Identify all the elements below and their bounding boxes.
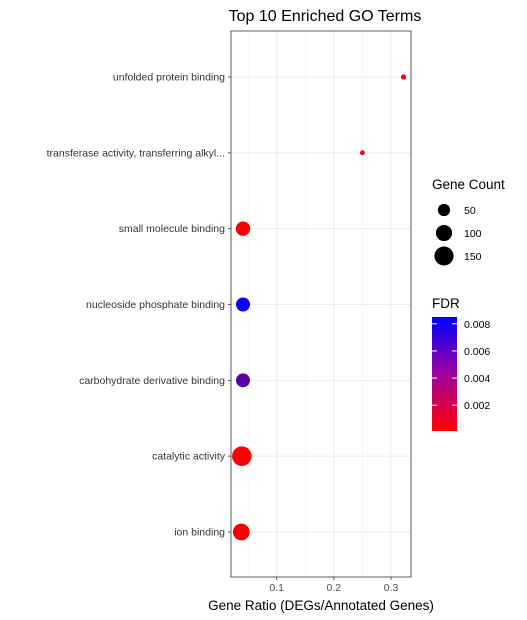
y-axis-ticks: ion binding catalytic activity carbohydrat… [47, 72, 231, 539]
y-tick-label: small molecule binding [119, 223, 225, 235]
data-point [400, 74, 407, 80]
x-tick-label: 0.2 [327, 582, 342, 594]
y-tick-label: catalytic activity [152, 451, 226, 463]
size-legend-label: 50 [464, 205, 476, 217]
x-axis-label: Gene Ratio (DEGs/Annotated Genes) [208, 598, 434, 613]
data-point [236, 297, 250, 312]
x-tick-label: 0.3 [384, 582, 399, 594]
size-legend-title: Gene Count [432, 177, 505, 192]
grid-lines [231, 31, 411, 577]
color-legend-ticks: 0.002 0.004 0.006 0.008 [432, 319, 490, 412]
colorbar-label: 0.004 [464, 373, 490, 385]
y-tick-label: transferase activity, transferring alkyl… [47, 147, 225, 159]
data-point [235, 221, 251, 236]
data-point [232, 446, 252, 466]
data-points [232, 74, 407, 541]
y-tick-label: carbohydrate derivative binding [79, 375, 225, 387]
color-legend-title: FDR [432, 296, 460, 311]
size-legend-label: 100 [464, 228, 482, 240]
colorbar-label: 0.006 [464, 346, 490, 358]
colorbar-label: 0.002 [464, 400, 490, 412]
size-legend-key [434, 246, 454, 266]
y-tick-label: unfolded protein binding [113, 72, 225, 84]
size-legend: 50 100 150 [434, 203, 482, 266]
chart-title: Top 10 Enriched GO Terms [229, 8, 422, 25]
size-legend-key [437, 203, 451, 217]
colorbar-label: 0.008 [464, 319, 490, 331]
plot-panel-border [230, 30, 412, 578]
fdr-colorbar [432, 317, 457, 431]
data-point [236, 373, 250, 388]
y-tick-label: nucleoside phosphate binding [86, 299, 225, 311]
data-point [360, 150, 365, 156]
x-tick-label: 0.1 [269, 582, 284, 594]
data-point [232, 523, 250, 541]
size-legend-label: 150 [464, 251, 482, 263]
size-legend-key [435, 224, 453, 242]
x-axis-ticks: 0.1 0.2 0.3 [269, 577, 398, 594]
y-tick-label: ion binding [174, 527, 225, 539]
